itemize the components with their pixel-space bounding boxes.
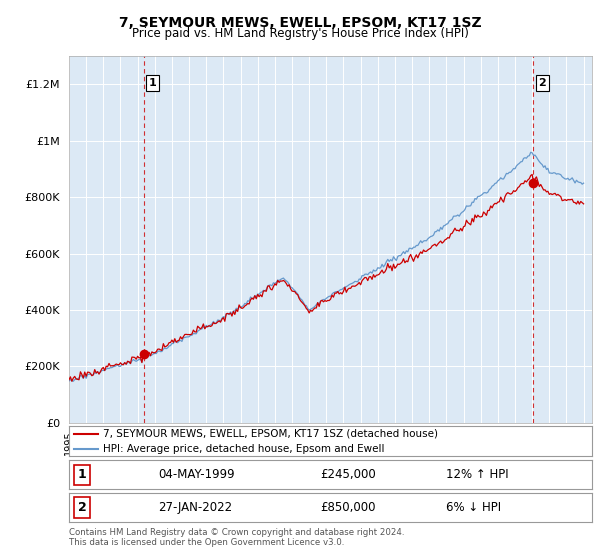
Text: 2: 2 bbox=[78, 501, 86, 514]
Text: 1: 1 bbox=[149, 78, 157, 88]
Text: £850,000: £850,000 bbox=[320, 501, 376, 514]
Text: 6% ↓ HPI: 6% ↓ HPI bbox=[446, 501, 501, 514]
Text: 2: 2 bbox=[539, 78, 546, 88]
Text: 7, SEYMOUR MEWS, EWELL, EPSOM, KT17 1SZ: 7, SEYMOUR MEWS, EWELL, EPSOM, KT17 1SZ bbox=[119, 16, 481, 30]
Text: £245,000: £245,000 bbox=[320, 468, 376, 482]
Text: 27-JAN-2022: 27-JAN-2022 bbox=[158, 501, 232, 514]
Text: 12% ↑ HPI: 12% ↑ HPI bbox=[446, 468, 508, 482]
Text: Contains HM Land Registry data © Crown copyright and database right 2024.
This d: Contains HM Land Registry data © Crown c… bbox=[69, 528, 404, 547]
Text: Price paid vs. HM Land Registry's House Price Index (HPI): Price paid vs. HM Land Registry's House … bbox=[131, 27, 469, 40]
Text: 7, SEYMOUR MEWS, EWELL, EPSOM, KT17 1SZ (detached house): 7, SEYMOUR MEWS, EWELL, EPSOM, KT17 1SZ … bbox=[103, 429, 438, 439]
Text: 1: 1 bbox=[78, 468, 86, 482]
Text: HPI: Average price, detached house, Epsom and Ewell: HPI: Average price, detached house, Epso… bbox=[103, 444, 385, 454]
Text: 04-MAY-1999: 04-MAY-1999 bbox=[158, 468, 235, 482]
